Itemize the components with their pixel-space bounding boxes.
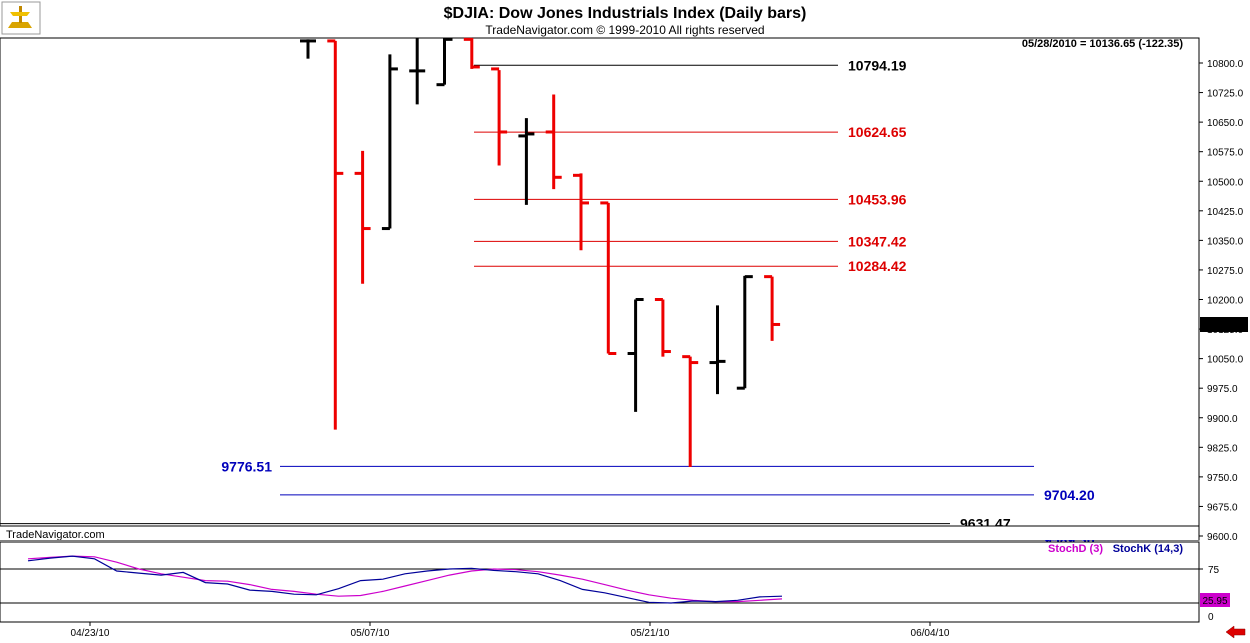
level-label: 10624.65: [848, 124, 907, 140]
ohlc-bar[interactable]: [573, 173, 589, 251]
date-tick-label: 04/23/10: [71, 628, 110, 639]
stoch-axis: 75 25.95 0: [1198, 542, 1230, 623]
price-tick-label: 9600.0: [1207, 532, 1238, 543]
price-pane[interactable]: [0, 37, 1200, 541]
price-tick-label: 9750.0: [1207, 473, 1238, 484]
date-tick-label: 06/04/10: [911, 628, 950, 639]
stoch-tick-75: 75: [1208, 565, 1220, 576]
watermark-strip: [0, 526, 1199, 540]
price-tick-label: 10350.0: [1207, 236, 1244, 247]
ohlc-bar[interactable]: [764, 275, 781, 341]
level-label: 10453.96: [848, 191, 907, 207]
stoch-last-marker: [1200, 593, 1230, 607]
price-tick-label: 10800.0: [1207, 59, 1244, 70]
ohlc-bars: [300, 37, 781, 468]
watermark-text: TradeNavigator.com: [6, 529, 105, 541]
ohlc-bar[interactable]: [736, 275, 753, 390]
price-tick-label: 10650.0: [1207, 118, 1244, 129]
ohlc-bar[interactable]: [654, 298, 671, 357]
stoch-k-line[interactable]: [27, 555, 783, 604]
last-price-label: 10136.65: [1203, 320, 1245, 331]
stoch-tick-0: 0: [1208, 612, 1214, 623]
level-label: 9776.51: [221, 458, 272, 474]
ohlc-bar[interactable]: [518, 118, 535, 205]
price-tick-label: 9900.0: [1207, 414, 1238, 425]
ohlc-bar[interactable]: [409, 38, 426, 105]
ohlc-bar[interactable]: [709, 305, 726, 395]
date-tick-label: 05/07/10: [351, 628, 390, 639]
ohlc-bar[interactable]: [627, 298, 644, 412]
date-tick-label: 05/21/10: [631, 628, 670, 639]
ohlc-bar[interactable]: [682, 355, 699, 468]
ohlc-bar[interactable]: [436, 37, 453, 87]
level-label: 9704.20: [1044, 487, 1095, 503]
level-label: 10284.42: [848, 258, 907, 274]
price-tick-label: 10200.0: [1207, 296, 1244, 307]
logo-icon[interactable]: [1, 1, 41, 35]
copyright-text: TradeNavigator.com © 1999-2010 All right…: [485, 23, 764, 37]
price-tick-label: 10575.0: [1207, 148, 1244, 159]
ohlc-bar[interactable]: [463, 37, 480, 69]
stochastic-pane[interactable]: [0, 541, 1200, 623]
date-axis: 04/23/10 05/07/10 05/21/10 06/04/10: [0, 621, 1199, 639]
ohlc-bar[interactable]: [545, 94, 562, 190]
price-tick-label: 10500.0: [1207, 177, 1244, 188]
price-tick-label: 9675.0: [1207, 502, 1238, 513]
ohlc-bar[interactable]: [327, 39, 344, 430]
last-quote-text: 05/28/2010 = 10136.65 (-122.35): [1022, 38, 1183, 50]
price-tick-label: 10275.0: [1207, 266, 1244, 277]
ohlc-bar[interactable]: [354, 150, 371, 284]
scroll-arrow-icon[interactable]: [1222, 624, 1248, 641]
stoch-d-line[interactable]: [27, 555, 783, 603]
stoch-last-label: 25.95: [1202, 596, 1227, 607]
chart-header: $DJIA: Dow Jones Industrials Index (Dail…: [1, 1, 807, 37]
price-tick-label: 9975.0: [1207, 384, 1238, 395]
legend-stoch-k: StochK (14,3): [1113, 543, 1184, 555]
ohlc-bar[interactable]: [491, 67, 508, 166]
chart-title: $DJIA: Dow Jones Industrials Index (Dail…: [444, 5, 807, 22]
price-tick-label: 10050.0: [1207, 355, 1244, 366]
last-price-marker: [1200, 317, 1248, 332]
price-tick-label: 9825.0: [1207, 443, 1238, 454]
stochastic-lines: [27, 555, 783, 604]
ohlc-bar[interactable]: [600, 201, 617, 356]
ohlc-bar[interactable]: [381, 54, 398, 231]
price-tick-label: 10425.0: [1207, 207, 1244, 218]
ohlc-bar[interactable]: [300, 39, 316, 59]
price-axis: 10800.0 10725.0 10650.0 10575.0 10500.0 10425…: [1198, 38, 1244, 543]
price-tick-label: 10725.0: [1207, 89, 1244, 100]
legend-stoch-d: StochD (3): [1048, 543, 1103, 555]
level-label: 10794.19: [848, 57, 907, 73]
level-label: 10347.42: [848, 233, 907, 249]
